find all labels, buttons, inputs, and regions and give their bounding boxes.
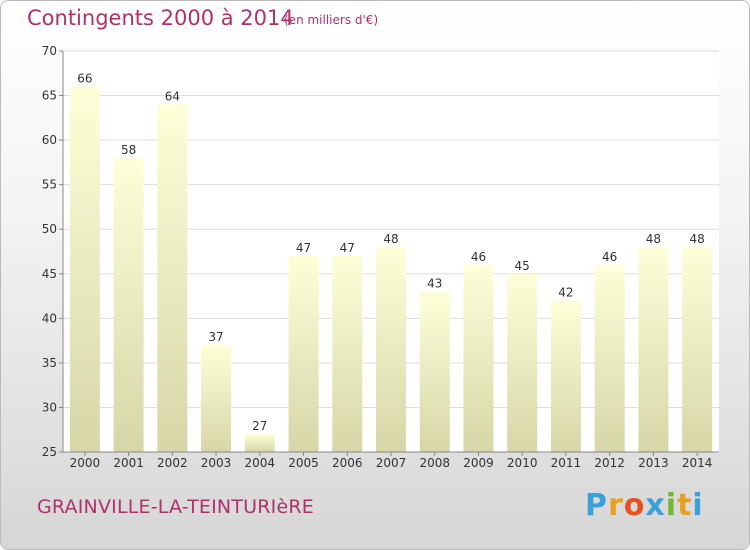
y-tick-label: 30	[42, 400, 57, 414]
data-label-2012: 46	[602, 250, 617, 264]
logo-letter: r	[608, 488, 624, 523]
data-label-2004: 27	[252, 419, 267, 433]
y-tick-label: 50	[42, 222, 57, 236]
logo-letter: t	[677, 488, 693, 523]
y-tick-label: 65	[42, 89, 57, 103]
x-tick-label: 2004	[245, 456, 276, 470]
data-label-2007: 48	[383, 232, 398, 246]
x-tick-label: 2011	[551, 456, 582, 470]
data-label-2005: 47	[296, 241, 311, 255]
proxiti-logo: Proxiti	[585, 488, 704, 523]
logo-letter: i	[692, 488, 704, 523]
x-tick-label: 2000	[70, 456, 101, 470]
data-label-2000: 66	[77, 72, 92, 86]
bar-2000	[69, 86, 100, 453]
bar-2004	[244, 434, 275, 452]
x-tick-label: 2006	[332, 456, 363, 470]
data-label-2003: 37	[208, 330, 223, 344]
data-label-2008: 43	[427, 277, 442, 291]
x-tick-label: 2013	[638, 456, 669, 470]
bar-2008	[419, 291, 450, 452]
data-label-2014: 48	[689, 232, 704, 246]
chart-title: Contingents 2000 à 2014	[27, 6, 294, 30]
bar-2013	[638, 247, 669, 452]
bar-2010	[507, 273, 538, 452]
bar-2002	[157, 104, 188, 452]
x-tick-label: 2009	[463, 456, 494, 470]
logo-letter: i	[665, 488, 678, 523]
logo-letter: P	[585, 488, 608, 523]
data-label-2009: 46	[471, 250, 486, 264]
commune-name: GRAINVILLE-LA-TEINTURIèRE	[37, 496, 314, 518]
bar-2005	[288, 255, 319, 452]
x-tick-label: 2007	[376, 456, 407, 470]
data-label-2002: 64	[165, 89, 180, 103]
y-tick-label: 55	[42, 178, 57, 192]
data-label-2011: 42	[558, 286, 573, 300]
data-label-2001: 58	[121, 143, 136, 157]
x-tick-label: 2010	[507, 456, 538, 470]
x-tick-label: 2014	[682, 456, 713, 470]
chart-subtitle: (en milliers d'€)	[284, 13, 379, 27]
bar-2007	[376, 247, 406, 452]
data-label-2006: 47	[340, 241, 355, 255]
bar-2001	[113, 157, 144, 452]
y-tick-label: 45	[42, 267, 57, 281]
y-tick-label: 35	[42, 356, 57, 370]
y-tick-label: 70	[42, 44, 57, 58]
x-tick-label: 2001	[113, 456, 144, 470]
x-tick-label: 2002	[157, 456, 188, 470]
bar-2012	[594, 264, 625, 452]
bar-2003	[201, 345, 232, 452]
y-tick-label: 60	[42, 133, 57, 147]
y-tick-label: 25	[42, 445, 57, 459]
bar-2006	[332, 255, 363, 452]
x-tick-label: 2012	[594, 456, 625, 470]
y-tick-label: 40	[42, 311, 57, 325]
x-tick-label: 2008	[419, 456, 450, 470]
logo-letter: o	[623, 488, 646, 523]
data-label-2010: 45	[515, 259, 530, 273]
bar-2011	[550, 300, 581, 452]
data-label-2013: 48	[646, 232, 661, 246]
logo-letter: x	[645, 488, 666, 523]
x-tick-label: 2005	[288, 456, 319, 470]
bar-2009	[463, 264, 494, 452]
bar-2014	[682, 247, 713, 452]
x-tick-label: 2003	[201, 456, 232, 470]
